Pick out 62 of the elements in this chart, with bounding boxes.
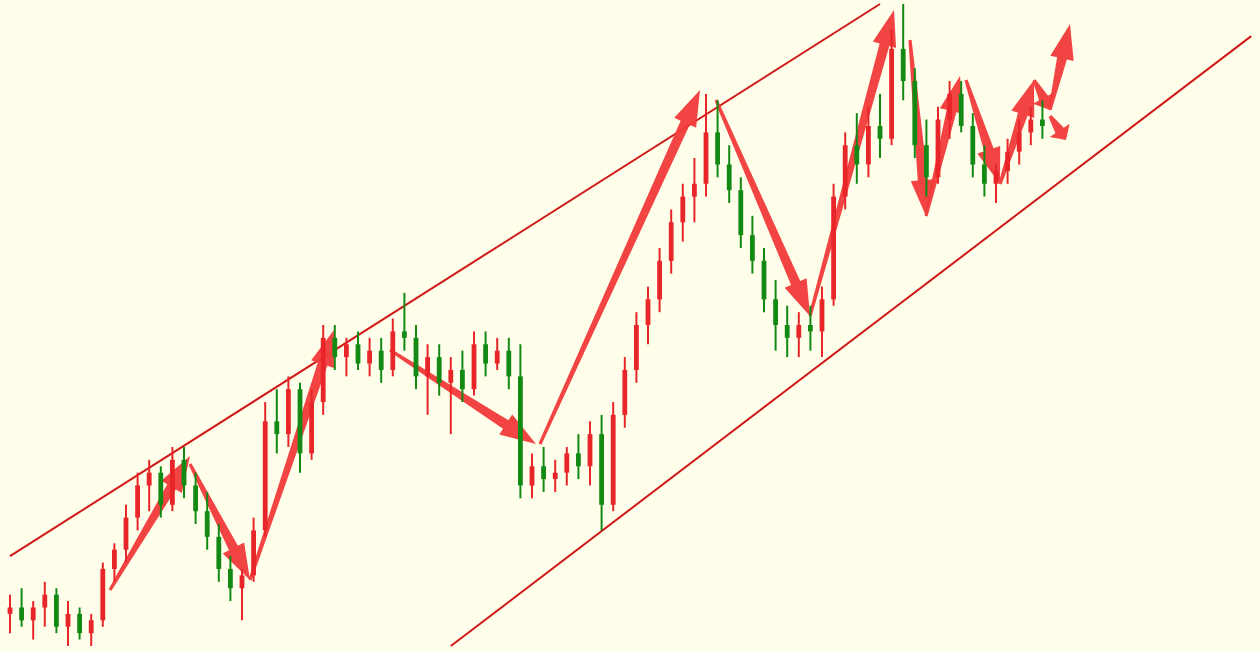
candlestick [1028,105,1034,147]
candlestick [947,80,952,140]
candlestick [204,490,210,551]
candlestick [158,465,164,519]
candlestick [1005,137,1010,185]
candlestick [726,144,732,205]
candlestick [286,375,291,448]
candlestick [460,349,465,404]
candlestick [680,182,686,243]
candlestick [750,214,755,275]
candlestick [773,279,778,352]
candlestick [784,304,790,359]
candlestick [146,458,152,513]
candlestick [193,471,198,526]
candlestick [483,330,488,378]
candlestick [622,356,628,429]
candlestick [738,176,744,249]
candlestick [657,246,662,314]
candlestick [274,388,280,455]
candlestick [541,445,546,493]
candlestick [854,112,860,185]
candlestick [425,343,430,416]
candlestick [88,612,94,647]
candlestick [170,445,175,513]
candlestick [958,80,964,134]
candlestick [19,587,24,628]
candlestick [216,523,222,583]
candlestick [494,336,500,371]
candlestick [692,157,697,224]
candlestick [900,3,906,102]
candlestick [378,336,384,384]
candlestick [1040,99,1045,140]
candlestick [42,580,48,628]
candlestick [402,291,407,352]
candlestick [1016,118,1022,166]
candlestick [715,99,720,179]
candlestick [112,542,117,583]
candlestick [506,336,512,391]
candlestick [77,606,82,641]
candlestick [576,433,581,481]
candlestick [796,311,802,359]
candlestick [367,336,372,378]
candlestick [54,587,59,635]
candlestick [808,304,813,352]
candlestick [448,356,454,436]
candlestick [332,324,338,371]
candlestick [436,343,442,397]
candlestick [564,445,570,487]
candlestick [668,208,674,275]
candlestick [30,600,36,641]
candlestick [251,516,256,583]
candlestick [135,471,140,532]
candlestick [982,144,987,198]
candlestick [970,112,976,179]
candlestick [924,118,929,198]
candlestick [866,105,871,179]
candlestick [344,336,349,378]
candlestick [634,311,639,384]
candlestick [228,555,233,603]
candlestick [390,317,396,378]
candlestick [7,593,13,635]
candlestick [552,458,558,493]
